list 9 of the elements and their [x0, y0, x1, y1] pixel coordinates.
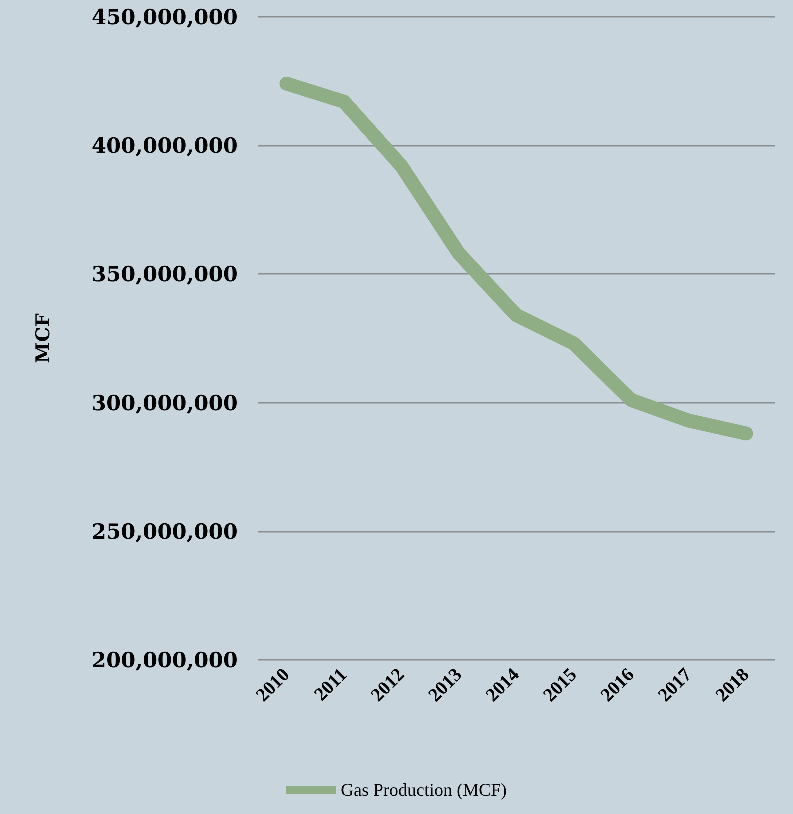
legend-label: Gas Production (MCF): [341, 780, 508, 800]
y-tick-label: 300,000,000: [92, 390, 238, 416]
x-tick-label: 2011: [310, 664, 352, 706]
y-tick-label: 350,000,000: [92, 262, 238, 287]
y-tick-label: 400,000,000: [92, 133, 238, 158]
y-tick-label: 200,000,000: [92, 648, 238, 672]
y-tick-label: 250,000,000: [92, 518, 238, 544]
y-axis-title: MCF: [32, 313, 54, 364]
y-tick-label: 450,000,000: [92, 4, 238, 30]
